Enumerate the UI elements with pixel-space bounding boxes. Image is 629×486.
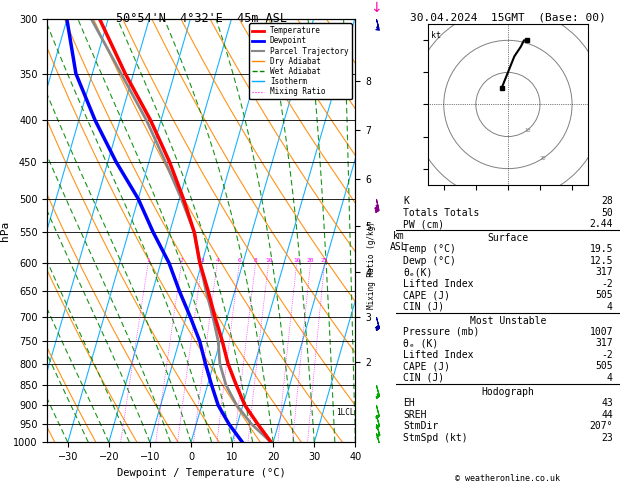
Text: StmSpd (kt): StmSpd (kt) xyxy=(403,433,467,443)
Text: 50°54'N  4°32'E  45m ASL: 50°54'N 4°32'E 45m ASL xyxy=(116,12,287,25)
Text: Temp (°C): Temp (°C) xyxy=(403,244,456,254)
X-axis label: Dewpoint / Temperature (°C): Dewpoint / Temperature (°C) xyxy=(117,468,286,478)
Text: 50: 50 xyxy=(601,208,613,218)
Text: 25: 25 xyxy=(321,258,328,263)
Text: 2.44: 2.44 xyxy=(589,219,613,229)
Text: 10: 10 xyxy=(524,128,530,133)
Text: 3: 3 xyxy=(200,258,204,263)
Text: -2: -2 xyxy=(601,279,613,289)
Text: 23: 23 xyxy=(601,433,613,443)
Text: Lifted Index: Lifted Index xyxy=(403,350,474,360)
Text: 505: 505 xyxy=(595,362,613,371)
Text: 317: 317 xyxy=(595,338,613,348)
Text: CAPE (J): CAPE (J) xyxy=(403,290,450,300)
Text: StmDir: StmDir xyxy=(403,421,438,431)
Text: 4: 4 xyxy=(607,302,613,312)
Text: 1LCL: 1LCL xyxy=(336,408,354,417)
Text: 10: 10 xyxy=(265,258,272,263)
Text: 207°: 207° xyxy=(589,421,613,431)
Text: © weatheronline.co.uk: © weatheronline.co.uk xyxy=(455,474,560,483)
Text: K: K xyxy=(403,196,409,206)
Text: SREH: SREH xyxy=(403,410,426,419)
Text: 28: 28 xyxy=(601,196,613,206)
Text: Pressure (mb): Pressure (mb) xyxy=(403,327,479,337)
Text: 2: 2 xyxy=(180,258,184,263)
Text: Dewp (°C): Dewp (°C) xyxy=(403,256,456,266)
Text: 44: 44 xyxy=(601,410,613,419)
Text: 8: 8 xyxy=(253,258,257,263)
Legend: Temperature, Dewpoint, Parcel Trajectory, Dry Adiabat, Wet Adiabat, Isotherm, Mi: Temperature, Dewpoint, Parcel Trajectory… xyxy=(249,23,352,99)
Text: θₑ(K): θₑ(K) xyxy=(403,267,432,278)
Text: CIN (J): CIN (J) xyxy=(403,373,444,383)
Text: 20: 20 xyxy=(540,156,547,161)
Y-axis label: hPa: hPa xyxy=(0,221,10,241)
Text: Totals Totals: Totals Totals xyxy=(403,208,479,218)
Text: 1: 1 xyxy=(147,258,150,263)
Text: ↓: ↓ xyxy=(370,0,382,15)
Text: CIN (J): CIN (J) xyxy=(403,302,444,312)
Text: Surface: Surface xyxy=(487,233,528,243)
Text: 20: 20 xyxy=(307,258,314,263)
Text: 12.5: 12.5 xyxy=(589,256,613,266)
Text: kt: kt xyxy=(431,31,441,40)
Text: -2: -2 xyxy=(601,350,613,360)
Text: 505: 505 xyxy=(595,290,613,300)
Text: 1007: 1007 xyxy=(589,327,613,337)
Text: CAPE (J): CAPE (J) xyxy=(403,362,450,371)
Text: Mixing Ratio (g/kg): Mixing Ratio (g/kg) xyxy=(367,221,376,309)
Text: EH: EH xyxy=(403,398,415,408)
Text: PW (cm): PW (cm) xyxy=(403,219,444,229)
Text: 43: 43 xyxy=(601,398,613,408)
Text: Hodograph: Hodograph xyxy=(481,387,535,397)
Text: Most Unstable: Most Unstable xyxy=(470,315,546,326)
Text: 16: 16 xyxy=(293,258,301,263)
Text: 4: 4 xyxy=(607,373,613,383)
Text: Lifted Index: Lifted Index xyxy=(403,279,474,289)
Text: 317: 317 xyxy=(595,267,613,278)
Text: 6: 6 xyxy=(238,258,242,263)
Text: 19.5: 19.5 xyxy=(589,244,613,254)
Text: 4: 4 xyxy=(215,258,219,263)
Y-axis label: km
ASL: km ASL xyxy=(390,231,408,252)
Text: θₑ (K): θₑ (K) xyxy=(403,338,438,348)
Text: 30.04.2024  15GMT  (Base: 00): 30.04.2024 15GMT (Base: 00) xyxy=(410,12,606,22)
